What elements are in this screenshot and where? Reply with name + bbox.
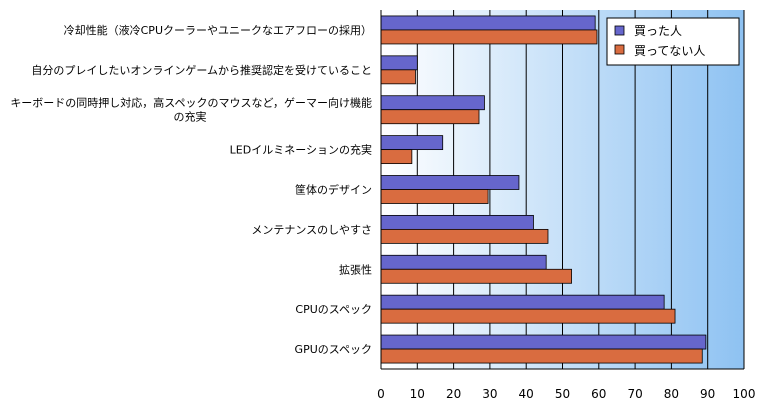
x-tick-label: 90 — [700, 387, 715, 401]
category-label: CPUのスペック — [295, 303, 372, 316]
category-label: 冷却性能（液冷CPUクーラーやユニークなエアフローの採用） — [64, 23, 372, 37]
x-tick-label: 30 — [482, 387, 497, 401]
bar-not-bought — [380, 109, 480, 125]
category-label: 拡張性 — [339, 262, 372, 276]
legend: 買った人 買ってない人 — [606, 17, 740, 66]
bar-not-bought — [380, 228, 549, 244]
bar-bought — [380, 254, 547, 270]
bar-bought — [380, 334, 707, 350]
legend-box — [606, 17, 740, 66]
x-tick-label: 20 — [446, 387, 461, 401]
bar-not-bought — [380, 348, 703, 364]
x-tick-label: 0 — [377, 387, 385, 401]
bar-bought — [380, 175, 520, 190]
bar-not-bought — [380, 268, 572, 284]
category-label: メンテナンスのしやすさ — [251, 223, 372, 236]
x-tick-label: 10 — [410, 387, 425, 401]
bar-bought — [380, 55, 418, 71]
x-tick-label: 50 — [555, 387, 570, 401]
category-label: LEDイルミネーションの充実 — [230, 143, 372, 157]
bar-bought — [380, 15, 596, 31]
bar-bought — [380, 214, 534, 230]
x-tick-label: 100 — [733, 387, 756, 401]
bar-not-bought — [380, 29, 598, 45]
category-labels: 冷却性能（液冷CPUクーラーやユニークなエアフローの採用） 自分のプレイしたいオン… — [10, 23, 372, 356]
legend-label-not-bought: 買ってない人 — [634, 44, 705, 58]
bar-not-bought — [380, 189, 489, 204]
bar-bought — [380, 95, 485, 111]
bar-not-bought — [380, 149, 413, 165]
x-tick-label: 60 — [591, 387, 606, 401]
x-tick-label: 70 — [627, 387, 642, 401]
bar-not-bought — [380, 308, 676, 324]
category-label: キーボードの同時押し対応，高スペックのマウスなど，ゲーマー向け機能 — [10, 96, 372, 110]
bar-bought — [380, 135, 444, 151]
legend-label-bought: 買った人 — [634, 24, 682, 38]
axis-layer — [380, 10, 744, 370]
legend-swatch-not-bought — [614, 44, 625, 55]
category-label: 自分のプレイしたいオンラインゲームから推奨認定を受けていること — [31, 63, 372, 77]
category-label: の充実 — [174, 110, 207, 124]
legend-swatch-bought — [614, 25, 625, 36]
category-label: GPUのスペック — [295, 343, 372, 356]
bar-bought — [380, 294, 665, 310]
x-tick-label: 40 — [519, 387, 534, 401]
bar-not-bought — [380, 69, 416, 85]
category-label: 筐体のデザイン — [295, 183, 372, 197]
x-tick-labels: 0 10 20 30 40 50 60 70 80 90 100 — [377, 387, 755, 401]
x-tick-label: 80 — [664, 387, 679, 401]
